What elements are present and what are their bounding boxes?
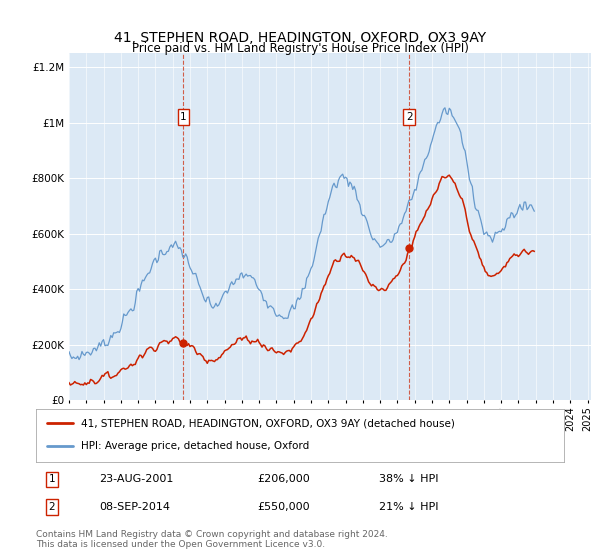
Text: Price paid vs. HM Land Registry's House Price Index (HPI): Price paid vs. HM Land Registry's House … — [131, 42, 469, 55]
Text: 2: 2 — [406, 112, 413, 122]
Text: Contains HM Land Registry data © Crown copyright and database right 2024.
This d: Contains HM Land Registry data © Crown c… — [36, 530, 388, 549]
Text: £206,000: £206,000 — [258, 474, 311, 484]
Text: 21% ↓ HPI: 21% ↓ HPI — [379, 502, 439, 512]
Text: 2: 2 — [49, 502, 55, 512]
Text: £550,000: £550,000 — [258, 502, 310, 512]
Text: 1: 1 — [180, 112, 187, 122]
Text: 41, STEPHEN ROAD, HEADINGTON, OXFORD, OX3 9AY (detached house): 41, STEPHEN ROAD, HEADINGTON, OXFORD, OX… — [81, 418, 455, 428]
Text: 38% ↓ HPI: 38% ↓ HPI — [379, 474, 439, 484]
Text: HPI: Average price, detached house, Oxford: HPI: Average price, detached house, Oxfo… — [81, 441, 309, 451]
Text: 41, STEPHEN ROAD, HEADINGTON, OXFORD, OX3 9AY: 41, STEPHEN ROAD, HEADINGTON, OXFORD, OX… — [114, 31, 486, 45]
Text: 08-SEP-2014: 08-SEP-2014 — [100, 502, 170, 512]
Text: 1: 1 — [49, 474, 55, 484]
Text: 23-AUG-2001: 23-AUG-2001 — [100, 474, 174, 484]
